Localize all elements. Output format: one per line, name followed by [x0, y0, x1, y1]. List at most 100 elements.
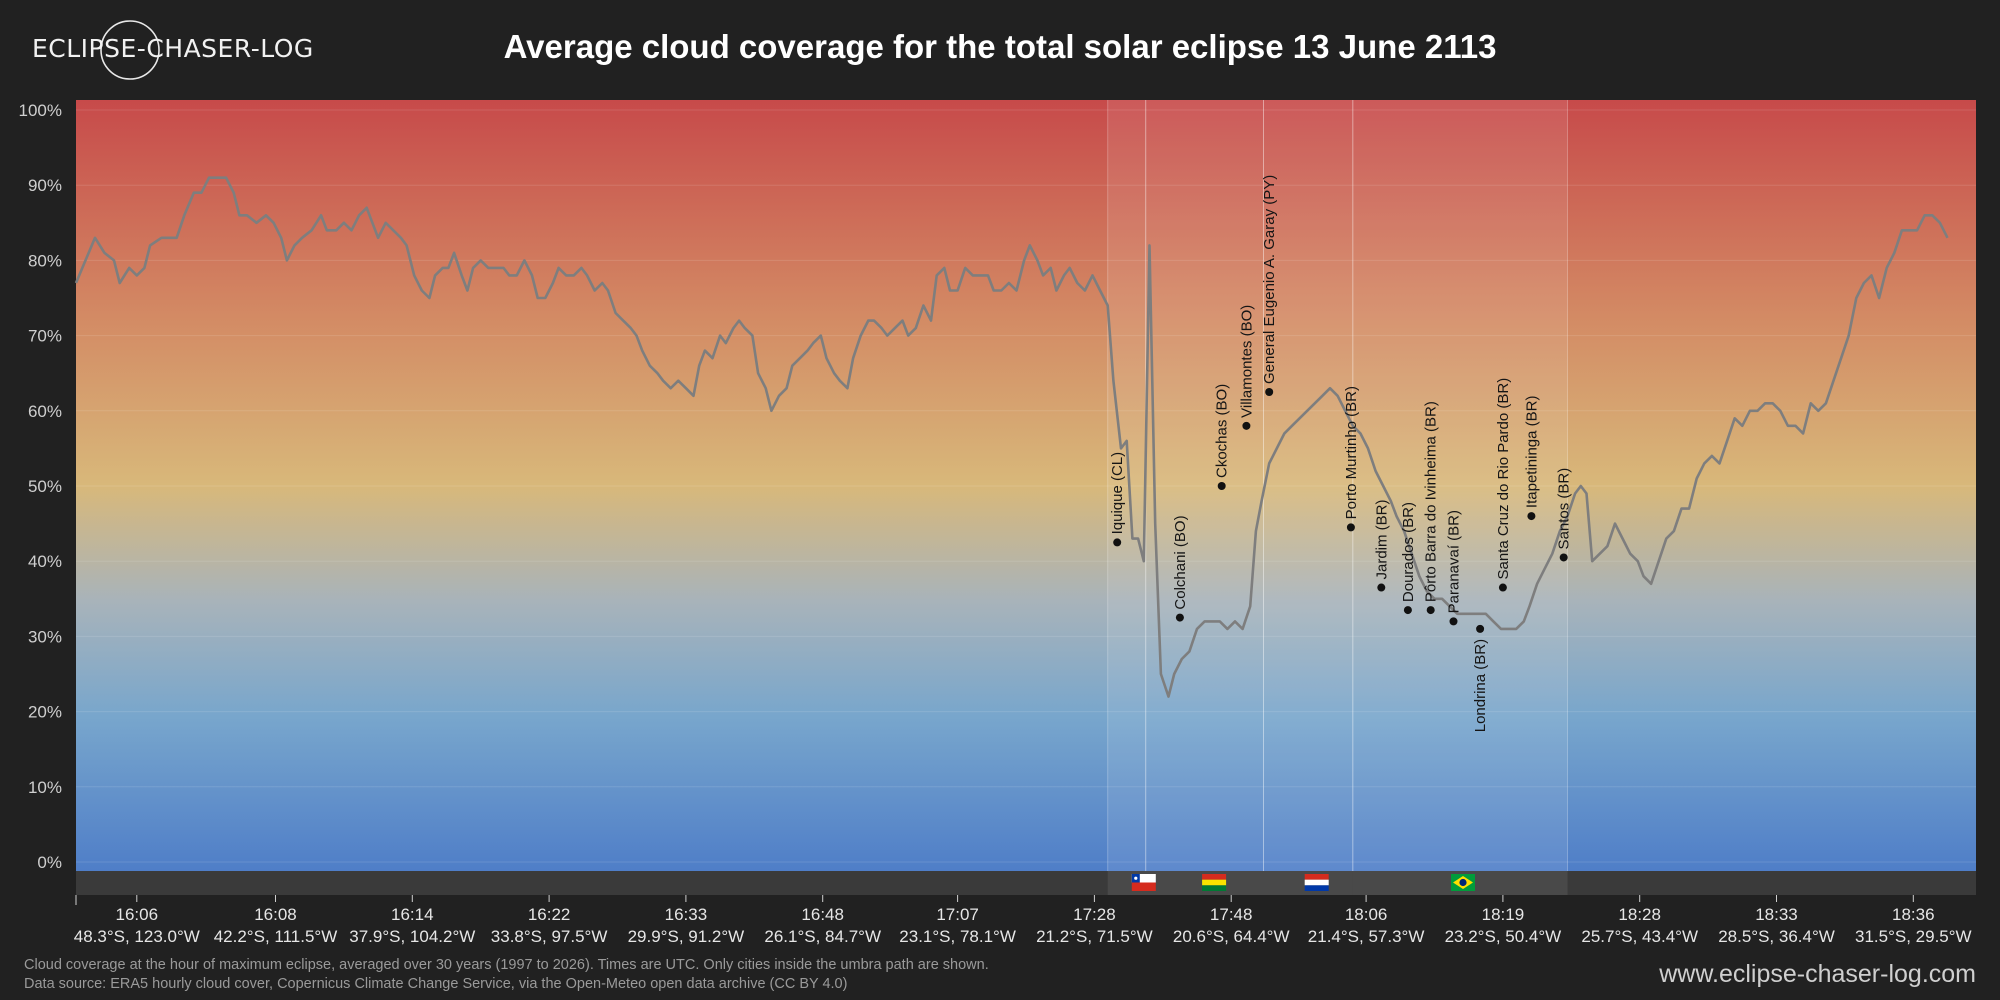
x-tick-time: 17:07 [936, 905, 979, 924]
country-band-bolivia [1145, 100, 1264, 871]
city-label: Itapetininga (BR) [1523, 396, 1540, 509]
y-tick-label: 30% [28, 627, 62, 646]
city-label: Porto Murtinho (BR) [1343, 386, 1360, 519]
y-tick-label: 40% [28, 552, 62, 571]
city-label: Villamontes (BO) [1238, 305, 1255, 418]
city-label: Jardim (BR) [1373, 500, 1390, 580]
x-tick-time: 18:19 [1482, 905, 1525, 924]
city-label: Santa Cruz do Rio Pardo (BR) [1495, 378, 1512, 580]
logo-text: ECLIPSE-CHASER-LOG [32, 34, 314, 63]
x-tick-time: 16:08 [254, 905, 297, 924]
brazil-flag-icon [1451, 874, 1475, 891]
logo [100, 20, 160, 80]
y-tick-label: 60% [28, 402, 62, 421]
x-tick-coord: 23.2°S, 50.4°W [1445, 927, 1562, 946]
x-tick-coord: 21.2°S, 71.5°W [1036, 927, 1153, 946]
flag-stripe [1304, 879, 1329, 886]
y-axis: 0% 10% 20% 30% 40% 50% 60% 70% 80% 90% 100% [19, 101, 62, 872]
x-tick-coord: 21.4°S, 57.3°W [1308, 927, 1425, 946]
x-tick-time: 18:28 [1618, 905, 1661, 924]
y-tick-label: 100% [19, 101, 62, 120]
country-band-chile [1107, 100, 1146, 871]
flag-stripe [1202, 879, 1227, 886]
x-tick-time: 16:48 [801, 905, 844, 924]
bolivia-flag-icon [1202, 874, 1227, 891]
cloud-coverage-line [74, 176, 1949, 698]
x-tick-coord: 31.5°S, 29.5°W [1855, 927, 1972, 946]
gridlines [76, 109, 1976, 863]
flag-stripe [1131, 874, 1156, 883]
x-tick-coord: 28.5°S, 36.4°W [1718, 927, 1835, 946]
y-tick-label: 70% [28, 327, 62, 346]
flag-stripe [1202, 874, 1227, 880]
x-tick-coord: 33.8°S, 97.5°W [491, 927, 608, 946]
flag-globe [1459, 878, 1467, 887]
x-tick-time: 16:22 [528, 905, 571, 924]
city-marker [1377, 583, 1386, 592]
x-tick-coord: 48.3°S, 123.0°W [74, 927, 200, 946]
city-label: General Eugenio A. Garay (PY) [1261, 175, 1278, 384]
site-url[interactable]: www.eclipse-chaser-log.com [1659, 960, 1976, 988]
city-label: Ckochas (BO) [1214, 384, 1231, 478]
city-marker [1175, 613, 1184, 622]
y-tick-label: 80% [28, 251, 62, 270]
city-label: Paranavaí (BR) [1446, 510, 1463, 613]
x-tick-coord: 29.9°S, 91.2°W [628, 927, 745, 946]
city-label: Dourados (BR) [1400, 502, 1417, 602]
x-tick-time: 16:33 [665, 905, 708, 924]
chart-title: Average cloud coverage for the total sol… [503, 28, 1497, 65]
y-tick-label: 10% [28, 778, 62, 797]
city-marker [1217, 482, 1226, 490]
country-band-paraguay [1263, 100, 1353, 871]
flag-stripe [1304, 874, 1329, 880]
x-tick-time: 17:28 [1073, 905, 1116, 924]
city-marker [1346, 523, 1355, 532]
footnote-line-2: Data source: ERA5 hourly cloud cover, Co… [24, 976, 848, 992]
flag-strip-bands [1107, 871, 1568, 895]
flag-strip [76, 871, 1976, 895]
x-tick-time: 18:33 [1755, 905, 1798, 924]
city-marker [1449, 617, 1458, 626]
x-tick-time: 16:06 [116, 905, 159, 924]
x-tick-coord: 42.2°S, 111.5°W [214, 927, 338, 946]
footnote: Cloud coverage at the hour of maximum ec… [24, 956, 989, 994]
x-tick-coord: 25.7°S, 43.4°W [1581, 927, 1698, 946]
x-tick-coord: 26.1°S, 84.7°W [764, 927, 881, 946]
city-marker [1559, 553, 1568, 562]
city-marker [1403, 606, 1412, 615]
chile-flag-icon [1131, 874, 1156, 891]
city-label: Santos (BR) [1556, 468, 1573, 550]
flag-stripe [1304, 885, 1329, 891]
city-marker [1426, 606, 1435, 615]
x-tick-coord: 23.1°S, 78.1°W [899, 927, 1016, 946]
x-tick-coord: 37.9°S, 104.2°W [349, 927, 475, 946]
city-label: Pôrto Barra do Ivinheima (BR) [1423, 401, 1440, 602]
x-tick-time: 17:48 [1210, 905, 1253, 924]
y-tick-label: 20% [28, 703, 62, 722]
city-marker [1476, 624, 1485, 633]
x-tick-time: 16:14 [391, 905, 434, 924]
x-axis: 16:06 48.3°S, 123.0°W 16:08 42.2°S, 111.5°W… [74, 895, 1972, 946]
city-marker [1113, 538, 1122, 547]
paraguay-flag-icon [1304, 874, 1329, 891]
y-tick-label: 0% [37, 853, 62, 872]
city-label: Colchani (BO) [1172, 515, 1189, 609]
flag-star [1134, 876, 1138, 880]
city-marker [1242, 421, 1251, 430]
x-tick-time: 18:06 [1345, 905, 1388, 924]
flag-stripe [1202, 885, 1227, 891]
city-label: Londrina (BR) [1472, 639, 1489, 732]
city-label: Iquique (CL) [1109, 452, 1126, 535]
footnote-line-1: Cloud coverage at the hour of maximum ec… [24, 957, 989, 973]
country-band-brazil [1352, 100, 1568, 871]
city-marker [1265, 388, 1274, 396]
country-flags [1131, 874, 1475, 891]
x-tick-coord: 20.6°S, 64.4°W [1173, 927, 1290, 946]
logo-circle-icon [100, 20, 160, 80]
city-markers: Iquique (CL) Colchani (BO) Ckochas (BO) Vil… [1109, 175, 1573, 733]
x-tick-time: 18:36 [1892, 905, 1935, 924]
flag-stripe [1131, 882, 1156, 891]
y-tick-label: 50% [28, 477, 62, 496]
city-marker [1498, 583, 1507, 592]
